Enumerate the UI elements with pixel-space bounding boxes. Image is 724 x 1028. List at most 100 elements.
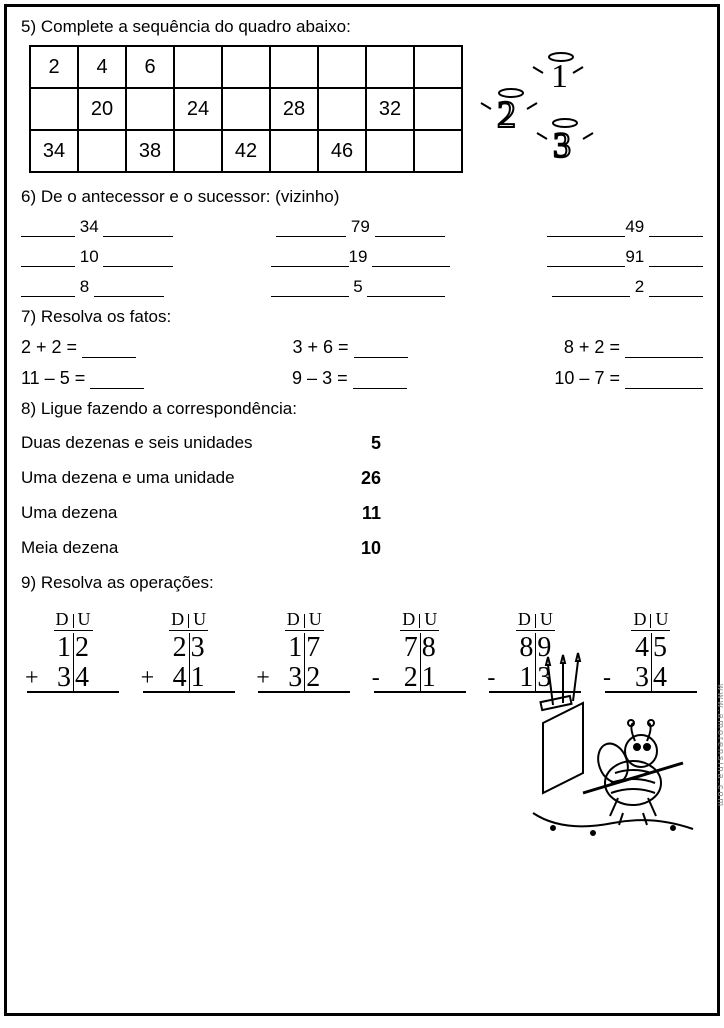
match-text[interactable]: Meia dezena bbox=[21, 538, 321, 559]
operation: DU 45 -34 bbox=[605, 601, 697, 693]
fact: 10 – 7 = bbox=[554, 368, 703, 389]
neighbor-item: 10 bbox=[21, 247, 173, 267]
match-text[interactable]: Duas dezenas e seis unidades bbox=[21, 433, 321, 454]
blank[interactable] bbox=[103, 221, 173, 237]
q8-title: 8) Ligue fazendo a correspondência: bbox=[21, 399, 703, 419]
seq-cell[interactable] bbox=[222, 88, 270, 130]
match-number[interactable]: 26 bbox=[321, 468, 381, 489]
fact: 2 + 2 = bbox=[21, 337, 136, 358]
seq-cell[interactable]: 6 bbox=[126, 46, 174, 88]
operation: DU 23 +41 bbox=[143, 601, 235, 693]
neighbor-item: 2 bbox=[552, 277, 703, 297]
seq-cell[interactable]: 46 bbox=[318, 130, 366, 172]
blank[interactable] bbox=[276, 221, 346, 237]
question-7: 7) Resolva os fatos: 2 + 2 = 3 + 6 = 8 +… bbox=[21, 307, 703, 389]
blank[interactable] bbox=[649, 281, 703, 297]
seq-cell[interactable] bbox=[78, 130, 126, 172]
seq-cell[interactable]: 32 bbox=[366, 88, 414, 130]
du-header: DU bbox=[400, 609, 439, 631]
blank[interactable] bbox=[271, 251, 349, 267]
operation: DU 78 -21 bbox=[374, 601, 466, 693]
seq-cell[interactable]: 24 bbox=[174, 88, 222, 130]
seq-cell[interactable] bbox=[414, 88, 462, 130]
q5-title: 5) Complete a sequência do quadro abaixo… bbox=[21, 17, 703, 37]
question-6: 6) De o antecessor e o sucessor: (vizinh… bbox=[21, 187, 703, 297]
seq-cell[interactable]: 42 bbox=[222, 130, 270, 172]
seq-cell[interactable] bbox=[126, 88, 174, 130]
seq-cell[interactable]: 38 bbox=[126, 130, 174, 172]
seq-cell[interactable] bbox=[174, 130, 222, 172]
worksheet-page: 5) Complete a sequência do quadro abaixo… bbox=[4, 4, 720, 1016]
fact: 11 – 5 = bbox=[21, 368, 144, 389]
svg-text:2: 2 bbox=[497, 94, 516, 136]
seq-cell[interactable] bbox=[318, 46, 366, 88]
du-header: DU bbox=[169, 609, 208, 631]
blank[interactable] bbox=[94, 281, 164, 297]
du-header: DU bbox=[516, 609, 555, 631]
seq-cell[interactable] bbox=[30, 88, 78, 130]
seq-cell[interactable] bbox=[222, 46, 270, 88]
seq-cell[interactable]: 4 bbox=[78, 46, 126, 88]
blank[interactable] bbox=[82, 342, 136, 358]
du-header: DU bbox=[631, 609, 670, 631]
blank[interactable] bbox=[625, 373, 703, 389]
seq-cell[interactable] bbox=[174, 46, 222, 88]
neighbor-item: 79 bbox=[276, 217, 444, 237]
seq-cell[interactable] bbox=[318, 88, 366, 130]
fact: 3 + 6 = bbox=[292, 337, 407, 358]
blank[interactable] bbox=[552, 281, 630, 297]
match-number[interactable]: 5 bbox=[321, 433, 381, 454]
svg-text:1: 1 bbox=[551, 58, 568, 95]
blank[interactable] bbox=[649, 221, 703, 237]
operation: DU 89 -13 bbox=[489, 601, 581, 693]
neighbor-item: 91 bbox=[547, 247, 703, 267]
neighbor-item: 34 bbox=[21, 217, 173, 237]
neighbor-item: 8 bbox=[21, 277, 164, 297]
operation: DU 12 +34 bbox=[27, 601, 119, 693]
q9-title: 9) Resolva as operações: bbox=[21, 573, 703, 593]
blank[interactable] bbox=[103, 251, 173, 267]
blank[interactable] bbox=[353, 373, 407, 389]
operation: DU 17 +32 bbox=[258, 601, 350, 693]
fact: 9 – 3 = bbox=[292, 368, 407, 389]
seq-cell[interactable]: 20 bbox=[78, 88, 126, 130]
question-8: 8) Ligue fazendo a correspondência: Duas… bbox=[21, 399, 703, 559]
blank[interactable] bbox=[90, 373, 144, 389]
seq-cell[interactable] bbox=[366, 130, 414, 172]
du-header: DU bbox=[285, 609, 324, 631]
blank[interactable] bbox=[649, 251, 703, 267]
blank[interactable] bbox=[547, 221, 625, 237]
seq-cell[interactable]: 2 bbox=[30, 46, 78, 88]
seq-cell[interactable]: 28 bbox=[270, 88, 318, 130]
match-number[interactable]: 11 bbox=[321, 503, 381, 524]
seq-cell[interactable]: 34 bbox=[30, 130, 78, 172]
neighbor-item: 5 bbox=[271, 277, 446, 297]
blank[interactable] bbox=[354, 342, 408, 358]
match-text[interactable]: Uma dezena e uma unidade bbox=[21, 468, 321, 489]
seq-cell[interactable] bbox=[414, 130, 462, 172]
blank[interactable] bbox=[625, 342, 703, 358]
blank[interactable] bbox=[21, 251, 75, 267]
seq-cell[interactable] bbox=[366, 46, 414, 88]
blank[interactable] bbox=[375, 221, 445, 237]
sequence-table: 2 4 6 20 24 28 bbox=[29, 45, 463, 173]
blank[interactable] bbox=[271, 281, 349, 297]
neighbor-item: 19 bbox=[271, 247, 451, 267]
blank[interactable] bbox=[21, 281, 75, 297]
flying-numbers-icon: 1 2 3 bbox=[473, 45, 603, 175]
fact: 8 + 2 = bbox=[564, 337, 703, 358]
blank[interactable] bbox=[21, 221, 75, 237]
blank[interactable] bbox=[372, 251, 450, 267]
question-5: 5) Complete a sequência do quadro abaixo… bbox=[21, 17, 703, 181]
neighbor-item: 49 bbox=[547, 217, 703, 237]
seq-cell[interactable] bbox=[270, 46, 318, 88]
watermark: www.amorensina.com bbox=[716, 684, 724, 808]
blank[interactable] bbox=[547, 251, 625, 267]
seq-cell[interactable] bbox=[270, 130, 318, 172]
q6-title: 6) De o antecessor e o sucessor: (vizinh… bbox=[21, 187, 703, 207]
blank[interactable] bbox=[367, 281, 445, 297]
q7-title: 7) Resolva os fatos: bbox=[21, 307, 703, 327]
match-number[interactable]: 10 bbox=[321, 538, 381, 559]
match-text[interactable]: Uma dezena bbox=[21, 503, 321, 524]
seq-cell[interactable] bbox=[414, 46, 462, 88]
